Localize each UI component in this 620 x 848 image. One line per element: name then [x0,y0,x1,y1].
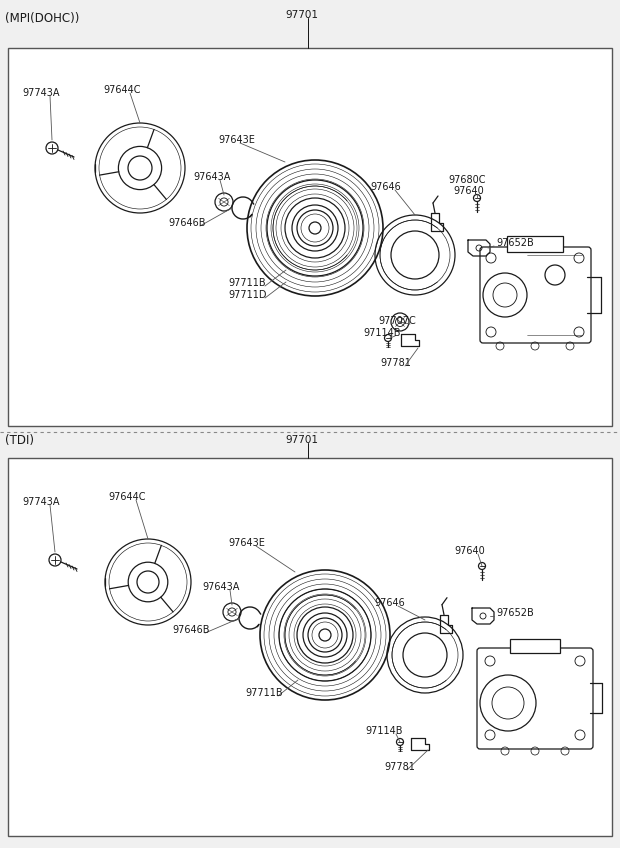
Text: (TDI): (TDI) [5,434,34,447]
FancyBboxPatch shape [480,247,591,343]
Text: 97781: 97781 [380,358,411,368]
FancyBboxPatch shape [477,648,593,749]
Text: 97646B: 97646B [168,218,205,228]
Text: 97640: 97640 [454,546,485,556]
Bar [8,458,612,836]
Text: 97707C: 97707C [378,316,416,326]
Text: 97643A: 97643A [202,582,239,592]
Bar [510,639,560,653]
Bar [8,48,612,426]
Text: 97701: 97701 [285,435,318,445]
Text: 97711D: 97711D [228,290,267,300]
Text: 97114B: 97114B [363,328,401,338]
Text: 97114B: 97114B [365,726,402,736]
Text: (MPI(DOHC)): (MPI(DOHC)) [5,12,79,25]
Text: 97644C: 97644C [108,492,146,502]
Text: 97643E: 97643E [218,135,255,145]
Text: 97640: 97640 [453,186,484,196]
Text: 97743A: 97743A [22,497,60,507]
Text: 97644C: 97644C [103,85,141,95]
Text: 97711B: 97711B [228,278,265,288]
Text: 97680C: 97680C [448,175,485,185]
Text: 97646: 97646 [374,598,405,608]
Bar [507,236,563,252]
Text: 97646B: 97646B [172,625,210,635]
Text: 97646: 97646 [370,182,401,192]
Text: 97643A: 97643A [193,172,231,182]
Text: 97781: 97781 [384,762,415,772]
Text: 97701: 97701 [285,10,318,20]
Text: 97643E: 97643E [228,538,265,548]
Text: 97652B: 97652B [496,238,534,248]
Text: 97743A: 97743A [22,88,60,98]
Text: 97652B: 97652B [496,608,534,618]
Text: 97711B: 97711B [245,688,283,698]
